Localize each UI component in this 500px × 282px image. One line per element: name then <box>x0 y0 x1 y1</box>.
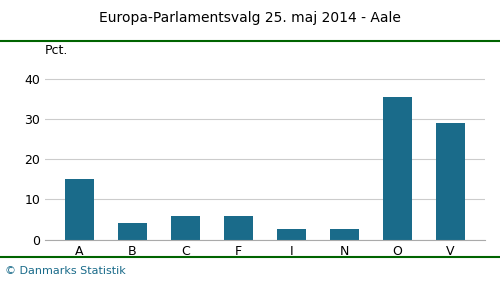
Text: Pct.: Pct. <box>45 44 68 57</box>
Bar <box>118 223 147 240</box>
Bar <box>224 216 253 240</box>
Bar <box>436 123 465 240</box>
Bar <box>383 98 412 240</box>
Bar <box>330 229 359 240</box>
Text: Europa-Parlamentsvalg 25. maj 2014 - Aale: Europa-Parlamentsvalg 25. maj 2014 - Aal… <box>99 11 401 25</box>
Bar <box>277 229 306 240</box>
Text: © Danmarks Statistik: © Danmarks Statistik <box>5 266 126 276</box>
Bar <box>65 179 94 240</box>
Bar <box>171 215 200 240</box>
